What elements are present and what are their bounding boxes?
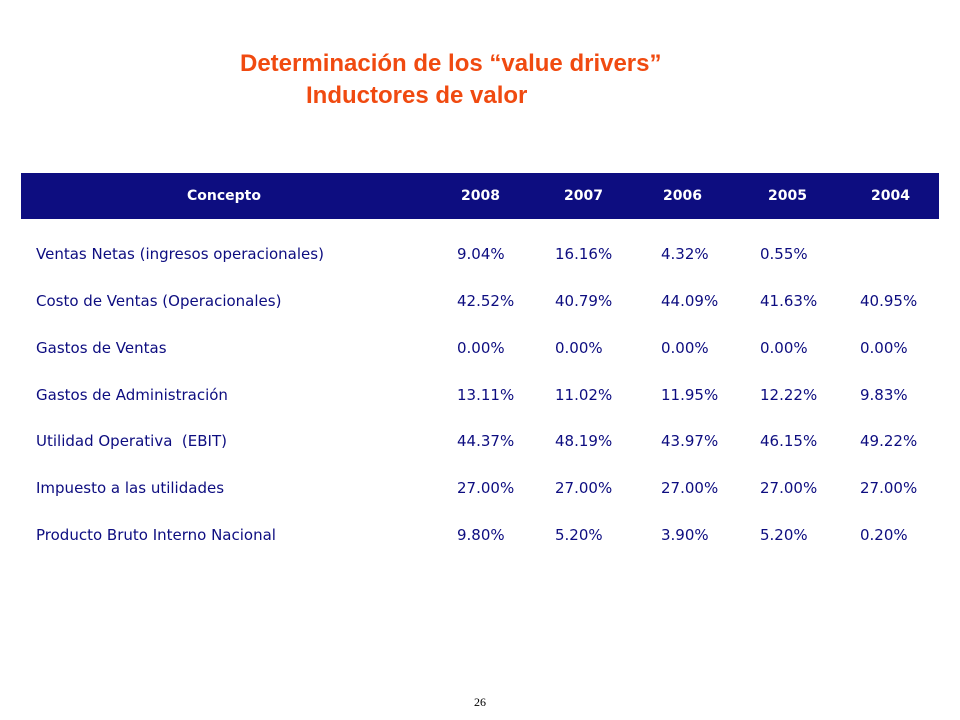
- cell-2004: 9.83%: [860, 386, 908, 404]
- cell-2005: 41.63%: [760, 292, 818, 310]
- cell-2008: 9.80%: [457, 526, 505, 544]
- header-2004: 2004: [871, 188, 910, 204]
- cell-2006: 44.09%: [661, 292, 719, 310]
- table-row: Impuesto a las utilidades 27.00% 27.00% …: [21, 475, 939, 501]
- cell-2005: 46.15%: [760, 432, 818, 450]
- header-2006: 2006: [663, 188, 702, 204]
- header-concepto: Concepto: [187, 188, 261, 204]
- cell-2007: 5.20%: [555, 526, 603, 544]
- page-number: 26: [474, 695, 486, 709]
- cell-2006: 3.90%: [661, 526, 709, 544]
- cell-2007: 48.19%: [555, 432, 613, 450]
- table-row: Ventas Netas (ingresos operacionales) 9.…: [21, 241, 939, 267]
- cell-2006: 27.00%: [661, 479, 719, 497]
- slide-title: Determinación de los “value drivers”: [240, 50, 662, 77]
- header-2007: 2007: [564, 188, 603, 204]
- cell-2004: 40.95%: [860, 292, 918, 310]
- row-label: Producto Bruto Interno Nacional: [36, 526, 276, 544]
- cell-2006: 11.95%: [661, 386, 719, 404]
- cell-2007: 11.02%: [555, 386, 613, 404]
- cell-2004: 0.20%: [860, 526, 908, 544]
- table-row: Gastos de Ventas 0.00% 0.00% 0.00% 0.00%…: [21, 335, 939, 361]
- cell-2005: 0.55%: [760, 245, 808, 263]
- cell-2008: 27.00%: [457, 479, 515, 497]
- cell-2005: 5.20%: [760, 526, 808, 544]
- cell-2004: 0.00%: [860, 339, 908, 357]
- cell-2007: 27.00%: [555, 479, 613, 497]
- header-2005: 2005: [768, 188, 807, 204]
- row-label: Ventas Netas (ingresos operacionales): [36, 245, 324, 263]
- cell-2008: 42.52%: [457, 292, 515, 310]
- cell-2004: 27.00%: [860, 479, 918, 497]
- cell-2008: 13.11%: [457, 386, 515, 404]
- slide-subtitle: Inductores de valor: [306, 82, 528, 109]
- table-header: Concepto 2008 2007 2006 2005 2004: [21, 173, 939, 219]
- cell-2006: 4.32%: [661, 245, 709, 263]
- cell-2006: 43.97%: [661, 432, 719, 450]
- row-label: Gastos de Administración: [36, 386, 228, 404]
- cell-2005: 12.22%: [760, 386, 818, 404]
- cell-2007: 40.79%: [555, 292, 613, 310]
- row-label: Gastos de Ventas: [36, 339, 167, 357]
- cell-2005: 0.00%: [760, 339, 808, 357]
- row-label: Utilidad Operativa (EBIT): [36, 432, 227, 450]
- row-label: Costo de Ventas (Operacionales): [36, 292, 282, 310]
- cell-2008: 44.37%: [457, 432, 515, 450]
- table-row: Costo de Ventas (Operacionales) 42.52% 4…: [21, 288, 939, 314]
- row-label: Impuesto a las utilidades: [36, 479, 225, 497]
- table-row: Producto Bruto Interno Nacional 9.80% 5.…: [21, 522, 939, 548]
- cell-2007: 16.16%: [555, 245, 613, 263]
- cell-2005: 27.00%: [760, 479, 818, 497]
- table-row: Utilidad Operativa (EBIT) 44.37% 48.19% …: [21, 428, 939, 454]
- cell-2004: 49.22%: [860, 432, 918, 450]
- cell-2006: 0.00%: [661, 339, 709, 357]
- cell-2007: 0.00%: [555, 339, 603, 357]
- cell-2008: 0.00%: [457, 339, 505, 357]
- header-2008: 2008: [461, 188, 500, 204]
- cell-2008: 9.04%: [457, 245, 505, 263]
- table-row: Gastos de Administración 13.11% 11.02% 1…: [21, 382, 939, 408]
